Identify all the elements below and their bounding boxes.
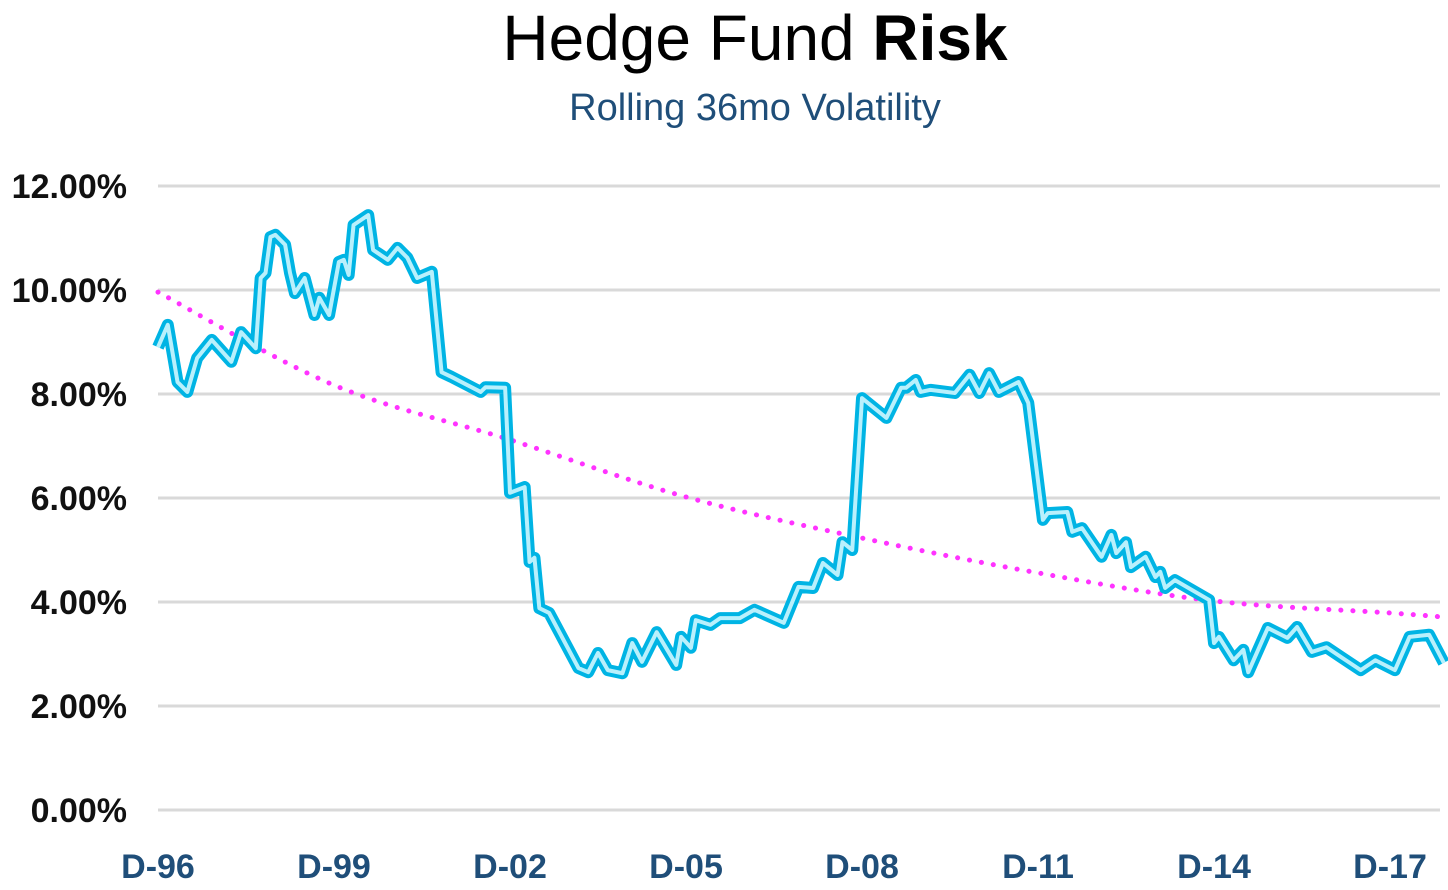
- x-tick-label: D-05: [649, 848, 723, 886]
- y-axis-ticks: 0.00% 2.00% 4.00% 6.00% 8.00% 10.00% 12.00%: [12, 168, 127, 830]
- x-tick-label: D-14: [1177, 848, 1251, 886]
- y-tick-label: 0.00%: [31, 792, 127, 830]
- chart-title: Hedge Fund Risk: [502, 2, 1008, 74]
- volatility-series: [152, 209, 1448, 680]
- x-tick-label: D-17: [1353, 848, 1427, 886]
- trendline-path: [155, 289, 1447, 620]
- y-tick-label: 8.00%: [31, 376, 127, 414]
- x-tick-label: D-08: [825, 848, 899, 886]
- x-tick-label: D-02: [473, 848, 547, 886]
- series-line-outer: [152, 209, 1448, 680]
- x-tick-label: D-11: [1002, 848, 1074, 886]
- y-tick-label: 2.00%: [31, 688, 127, 726]
- trendline: [155, 289, 1447, 620]
- gridlines: [158, 184, 1440, 812]
- series-line-inner: [156, 213, 1446, 676]
- chart-title-text: Hedge Fund: [502, 2, 872, 74]
- x-tick-label: D-96: [121, 848, 195, 886]
- y-tick-label: 12.00%: [12, 168, 127, 206]
- y-tick-label: 6.00%: [31, 480, 127, 518]
- chart-subtitle: Rolling 36mo Volatility: [569, 87, 941, 129]
- x-tick-label: D-99: [297, 848, 371, 886]
- chart-title-emphasis: Risk: [872, 2, 1008, 74]
- y-tick-label: 10.00%: [12, 272, 127, 310]
- y-tick-label: 4.00%: [31, 584, 127, 622]
- x-axis-ticks: D-96 D-99 D-02 D-05 D-08 D-11 D-14 D-17: [121, 848, 1427, 886]
